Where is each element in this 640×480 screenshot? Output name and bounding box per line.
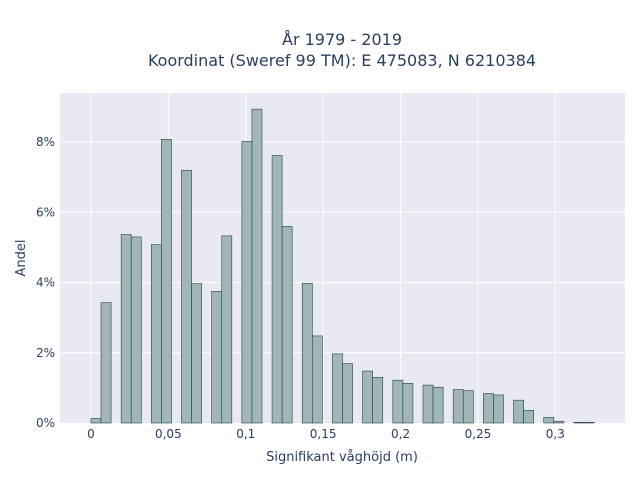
x-tick-label: 0,25	[465, 427, 492, 441]
histogram-bar	[130, 236, 142, 424]
histogram-bar	[513, 399, 524, 424]
x-axis-ticks: 0 0,05 0,1 0,15 0,2 0,25 0,3	[87, 427, 565, 441]
histogram-bar	[452, 389, 464, 424]
x-tick-label: 0	[87, 427, 95, 441]
histogram-bar	[462, 390, 474, 424]
histogram-bar	[281, 226, 293, 424]
histogram-bar	[271, 155, 283, 424]
y-tick-label: 8%	[36, 135, 55, 149]
histogram-bar	[483, 393, 494, 424]
histogram-bar	[181, 169, 192, 424]
histogram-bar	[362, 370, 373, 424]
histogram-bar	[583, 421, 595, 424]
y-axis-ticks: 0% 2% 4% 6% 8%	[36, 135, 55, 430]
histogram-bar	[553, 420, 565, 424]
x-tick-label: 0,15	[310, 427, 337, 441]
histogram-bar	[342, 363, 353, 424]
histogram-bar	[301, 282, 313, 424]
histogram-bar	[422, 384, 434, 424]
y-tick-label: 4%	[36, 276, 55, 290]
histogram-bar	[211, 291, 223, 424]
histogram-bar	[120, 234, 132, 424]
histogram-bar	[432, 386, 444, 424]
histogram-bar	[151, 244, 162, 424]
histogram-bar	[251, 108, 263, 424]
histogram-bar	[241, 141, 253, 424]
histogram-bar	[161, 139, 172, 424]
histogram-bar	[543, 417, 555, 424]
histogram-bar	[312, 335, 323, 424]
histogram-bar	[573, 421, 585, 424]
x-tick-label: 0,1	[236, 427, 255, 441]
chart-title: År 1979 - 2019	[282, 30, 402, 49]
histogram-bar	[523, 410, 534, 424]
histogram-bar	[402, 383, 414, 424]
histogram-bar	[332, 353, 343, 424]
x-tick-label: 0,3	[546, 427, 565, 441]
histogram-bar	[100, 302, 112, 424]
chart-subtitle: Koordinat (Sweref 99 TM): E 475083, N 62…	[148, 51, 536, 70]
histogram-bar	[372, 377, 384, 424]
histogram-bar	[191, 283, 202, 424]
bars	[90, 108, 595, 424]
histogram-bar	[90, 418, 102, 424]
y-tick-label: 6%	[36, 205, 55, 219]
histogram-bar	[493, 394, 504, 424]
x-tick-label: 0,2	[391, 427, 410, 441]
x-tick-label: 0,05	[155, 427, 182, 441]
y-axis-title: Andel	[14, 240, 29, 277]
y-tick-label: 2%	[36, 346, 55, 360]
histogram-bar	[221, 235, 233, 424]
y-tick-label: 0%	[36, 416, 55, 430]
histogram-bar	[392, 379, 404, 424]
x-axis-title: Signifikant våghöjd (m)	[266, 450, 418, 465]
